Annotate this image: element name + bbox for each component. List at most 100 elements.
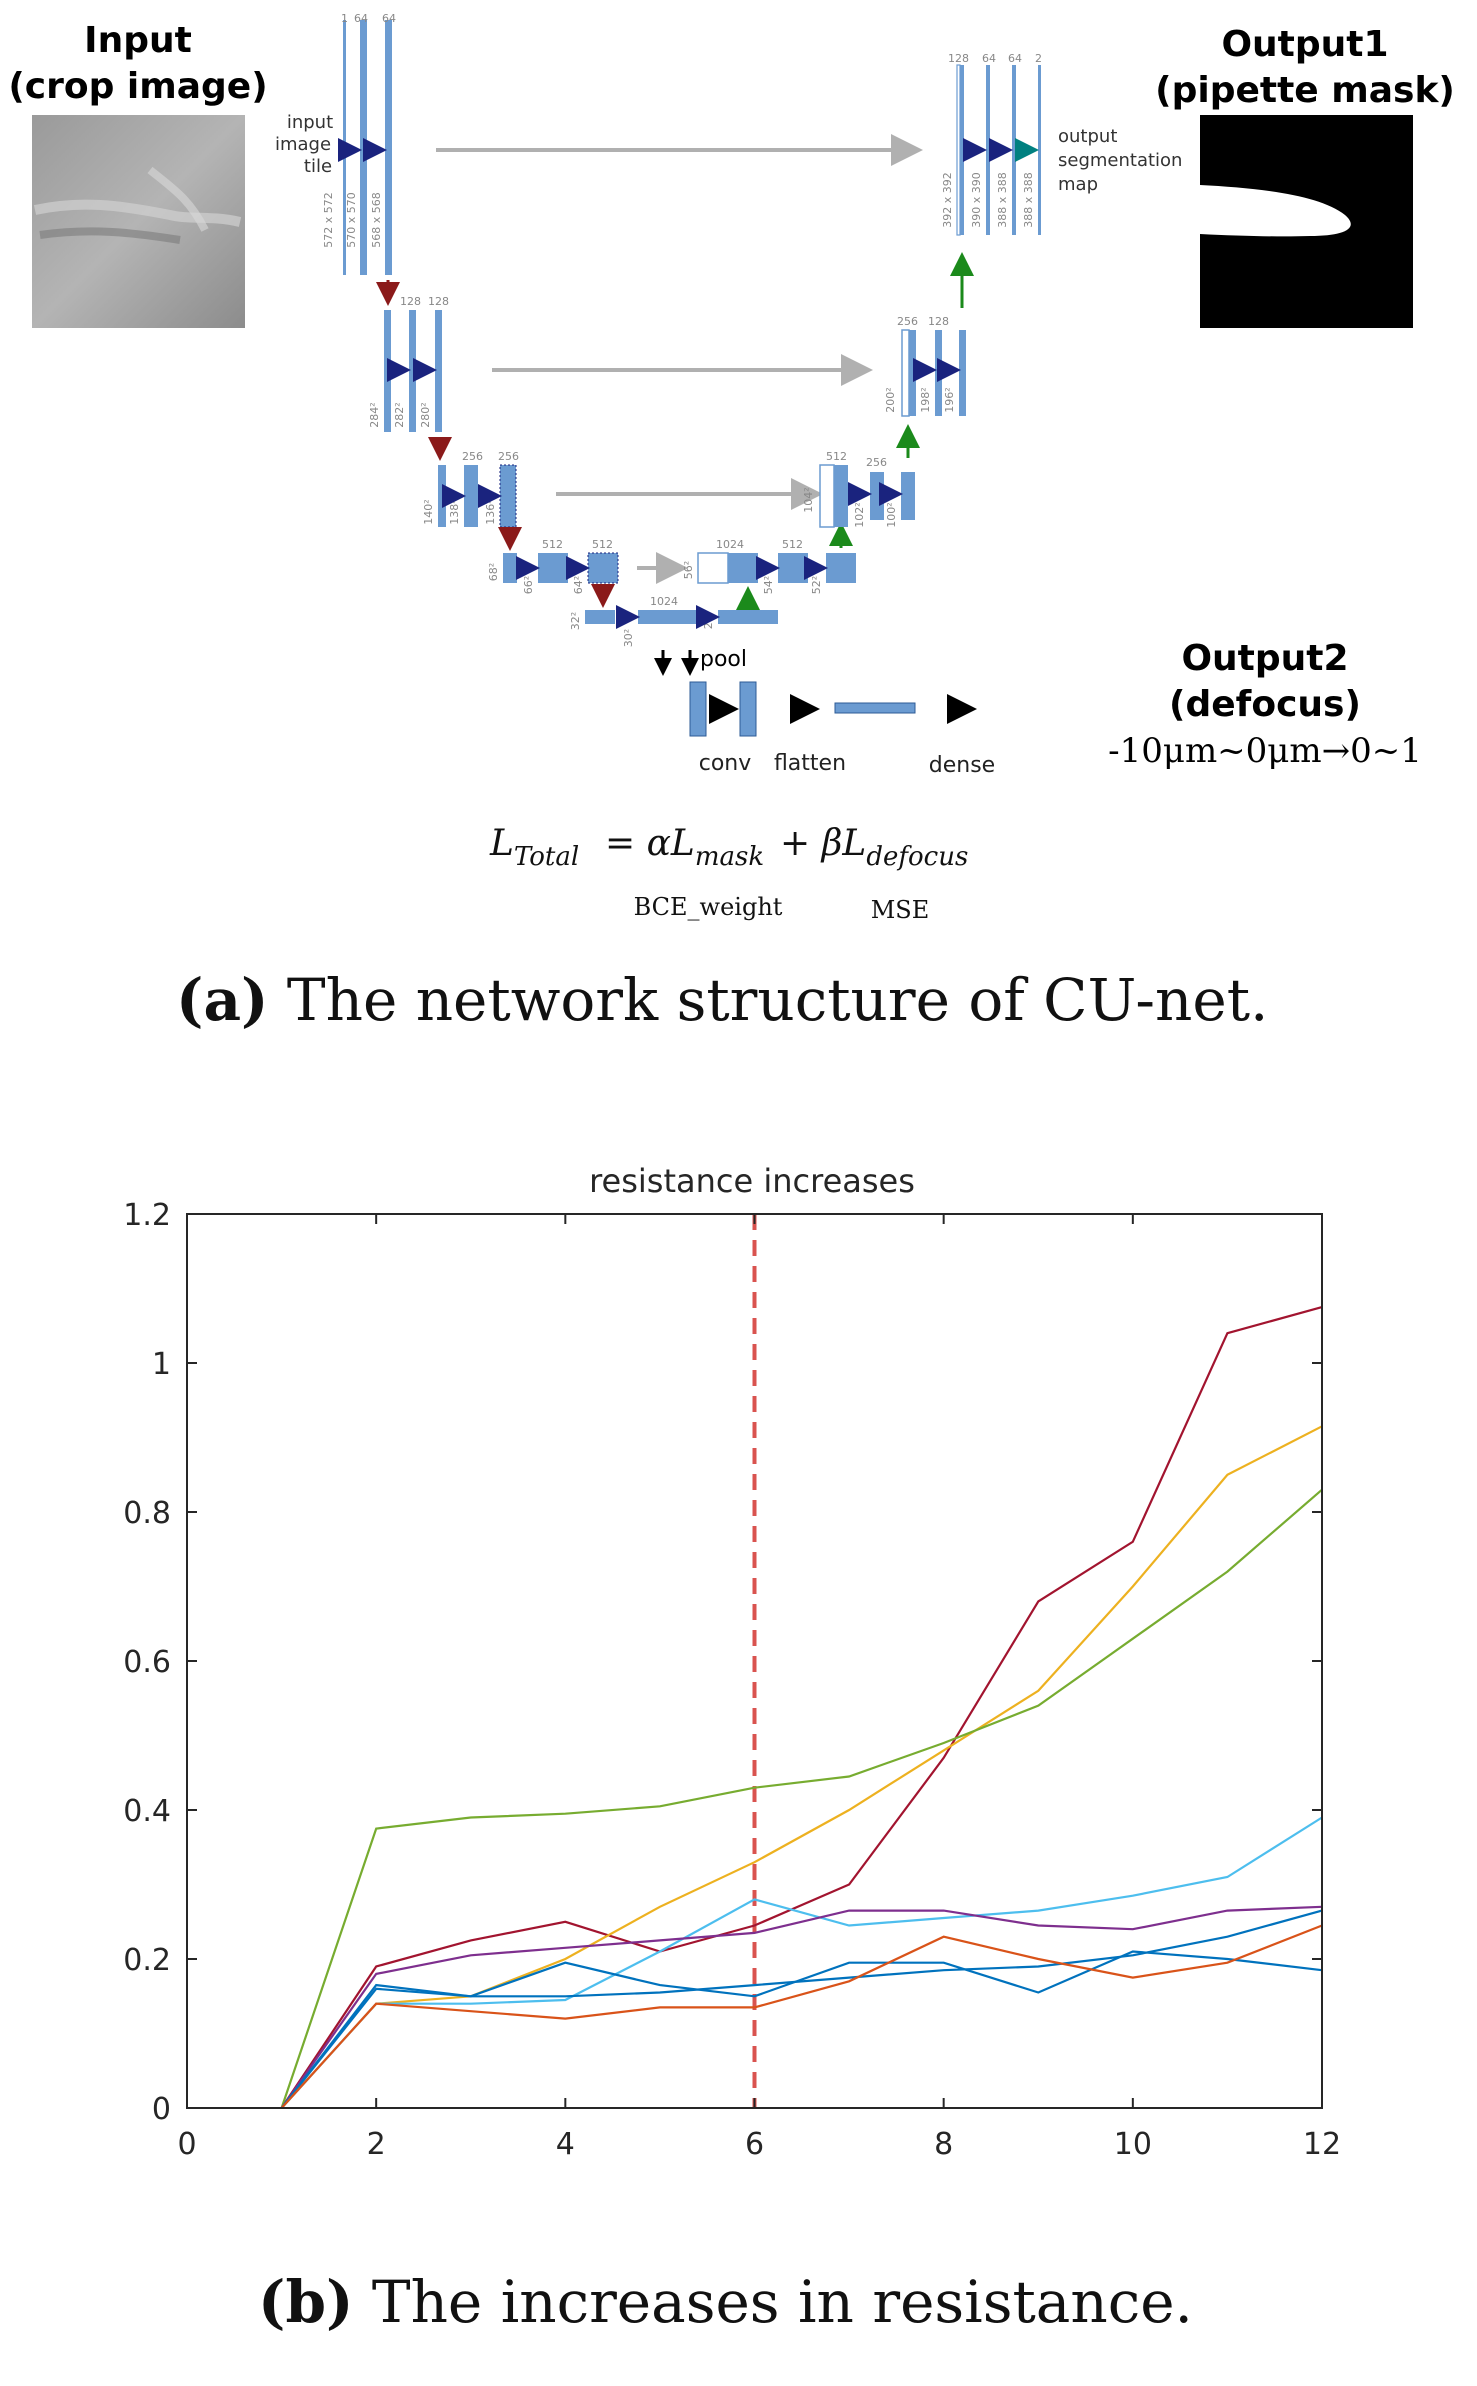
dim-label: 64² bbox=[572, 576, 585, 594]
output-map-label: map bbox=[1058, 174, 1098, 195]
channel-label: 128 bbox=[948, 52, 969, 65]
y-tick-label: 0 bbox=[152, 2092, 171, 2127]
caption-b: (b) The increases in resistance. bbox=[258, 2268, 1193, 2336]
unet-map bbox=[935, 330, 942, 416]
channel-label: 1024 bbox=[650, 595, 678, 608]
series-line-5 bbox=[280, 1905, 1323, 2109]
dim-label: 102² bbox=[853, 502, 866, 527]
dim-label: 280² bbox=[419, 402, 432, 427]
unet-map bbox=[901, 329, 910, 417]
dim-label: 104² bbox=[802, 487, 815, 512]
dim-label: 568 x 568 bbox=[370, 192, 383, 248]
channel-label: 512 bbox=[782, 538, 803, 551]
dim-label: 138² bbox=[448, 499, 461, 524]
channel-label: 512 bbox=[826, 450, 847, 463]
y-tick-label: 1.2 bbox=[123, 1198, 171, 1233]
loss-bce-label: BCE_weight bbox=[634, 893, 783, 921]
x-tick-label: 8 bbox=[934, 2127, 953, 2162]
x-tick-label: 4 bbox=[556, 2127, 575, 2162]
dim-label: 28² bbox=[702, 611, 715, 629]
caption-b-letter: (b) bbox=[258, 2268, 354, 2336]
dim-label: 570 x 570 bbox=[345, 192, 358, 248]
channel-label: 128 bbox=[428, 295, 449, 308]
flatten-block bbox=[834, 702, 916, 714]
unet-map bbox=[956, 64, 961, 236]
dim-label: 388 x 388 bbox=[996, 172, 1009, 228]
conv-label: conv bbox=[699, 751, 752, 776]
unet-map bbox=[778, 553, 808, 583]
unet-map bbox=[986, 65, 990, 235]
dim-label: 30² bbox=[622, 629, 635, 647]
x-tick-label: 2 bbox=[367, 2127, 386, 2162]
caption-b-text: The increases in resistance. bbox=[371, 2268, 1193, 2336]
series-line-8 bbox=[280, 1924, 1323, 2109]
unet-map bbox=[360, 20, 367, 275]
conv-block bbox=[689, 681, 707, 737]
y-tick-label: 1 bbox=[152, 1347, 171, 1382]
channel-label: 64 bbox=[382, 12, 396, 25]
unet-map bbox=[697, 552, 729, 584]
input-title-1: Input bbox=[84, 20, 192, 61]
input-title-2: (crop image) bbox=[8, 66, 267, 107]
caption-a-letter: (a) bbox=[176, 966, 269, 1034]
dim-label: 282² bbox=[393, 402, 406, 427]
loss-mask-term: = αLmask bbox=[605, 823, 764, 872]
output-map-label: segmentation bbox=[1058, 150, 1182, 171]
unet-map bbox=[1012, 65, 1016, 235]
unet-map bbox=[384, 310, 391, 432]
unet-map bbox=[538, 553, 568, 583]
unet-map bbox=[585, 610, 615, 624]
chart-axes: 0 2 4 6 8 10 12 0 0.2 0.4 0.6 0.8 1 1.2 bbox=[123, 1198, 1341, 2162]
input-tile-label: tile bbox=[304, 156, 332, 177]
unet-map bbox=[819, 464, 835, 528]
dim-label: 392 x 392 bbox=[941, 172, 954, 228]
channel-label: 256 bbox=[462, 450, 483, 463]
unet-map bbox=[1038, 65, 1041, 235]
loss-mse-label: MSE bbox=[871, 896, 930, 924]
dim-label: 390 x 390 bbox=[970, 172, 983, 228]
loss-lhs: LTotal bbox=[489, 823, 579, 872]
unet-map bbox=[728, 553, 758, 583]
unet-map bbox=[638, 610, 698, 624]
channel-label: 256 bbox=[498, 450, 519, 463]
unet-map bbox=[409, 310, 416, 432]
input-tile-label: image bbox=[275, 134, 331, 155]
input-tile-label: input bbox=[287, 112, 333, 133]
x-tick-label: 10 bbox=[1114, 2127, 1152, 2162]
series-line-7 bbox=[280, 1909, 1323, 2109]
unet-diagram: 1 64 64 572 x 572 570 x 570 568 x 568 in… bbox=[275, 12, 1183, 778]
flatten-label: flatten bbox=[774, 751, 846, 776]
output2-panel: Output2 (defocus) -10μm~0μm→0~1 bbox=[1108, 638, 1422, 771]
x-tick-label: 12 bbox=[1303, 2127, 1341, 2162]
dim-label: 572 x 572 bbox=[322, 192, 335, 248]
series-line-2 bbox=[280, 1425, 1323, 2109]
dim-label: 136² bbox=[484, 499, 497, 524]
loss-equation: LTotal = αLmask + βLdefocus BCE_weight M… bbox=[489, 823, 968, 924]
unet-map bbox=[834, 465, 848, 527]
pool-label: pool bbox=[700, 647, 747, 672]
unet-map bbox=[960, 65, 964, 235]
chart-title: resistance increases bbox=[589, 1162, 915, 1200]
unet-map bbox=[901, 472, 915, 520]
unet-map bbox=[909, 330, 916, 416]
dim-label: 68² bbox=[487, 563, 500, 581]
conv-block bbox=[739, 681, 757, 737]
dim-label: 200² bbox=[884, 387, 897, 412]
output2-title-1: Output2 bbox=[1181, 638, 1348, 679]
dim-label: 198² bbox=[919, 387, 932, 412]
unet-map bbox=[826, 553, 856, 583]
channel-label: 1 bbox=[341, 12, 348, 25]
chart-series-group bbox=[280, 1214, 1323, 2109]
unet-map bbox=[959, 330, 966, 416]
resistance-chart: resistance increases 0 2 4 6 8 10 12 0 0.2 0.4 0.6… bbox=[123, 1162, 1341, 2162]
series-line-3 bbox=[280, 1488, 1323, 2109]
channel-label: 512 bbox=[592, 538, 613, 551]
unet-map bbox=[587, 552, 619, 584]
caption-a: (a) The network structure of CU-net. bbox=[176, 966, 1268, 1034]
output2-title-2: (defocus) bbox=[1169, 684, 1361, 725]
y-tick-label: 0.4 bbox=[123, 1794, 171, 1829]
dim-label: 100² bbox=[885, 502, 898, 527]
channel-label: 128 bbox=[928, 315, 949, 328]
channel-label: 64 bbox=[1008, 52, 1022, 65]
